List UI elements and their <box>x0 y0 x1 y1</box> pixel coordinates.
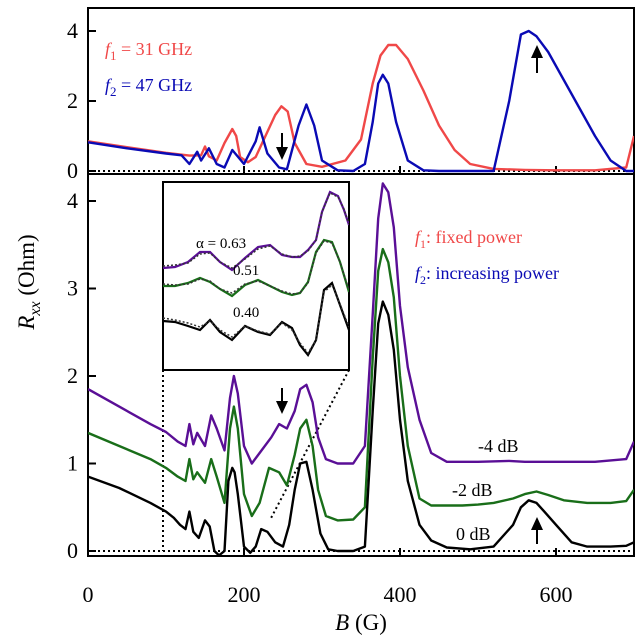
bottom-down-arrow <box>276 388 288 414</box>
top-legend-f1: f1 = 31 GHz <box>105 39 192 63</box>
bottom-xtick-label-600: 600 <box>540 582 573 607</box>
bottom-ytick-label-1: 1 <box>67 451 78 476</box>
inset-fit-alpha-051 <box>163 240 349 295</box>
curve-label-0db: 0 dB <box>456 524 491 544</box>
bottom-xtick-label-400: 400 <box>384 582 417 607</box>
x-axis-title: B (G) <box>335 610 387 635</box>
top-series-group <box>88 29 634 173</box>
inset-label-051: 0.51 <box>233 263 259 279</box>
bottom-panel: 0 1 2 3 4 0 200 400 600 f1: fixed power f2: inc… <box>67 173 635 607</box>
inset-curve-alpha-040 <box>163 281 349 357</box>
bottom-series-0 <box>88 182 634 465</box>
inset-label-040: 0.40 <box>233 305 259 321</box>
top-series-1 <box>88 29 634 173</box>
top-down-arrow <box>276 133 288 160</box>
bottom-up-arrow <box>531 517 543 544</box>
bottom-legend-f1: f1: fixed power <box>415 227 522 251</box>
top-legend-f2: f2 = 47 GHz <box>105 75 192 99</box>
bottom-legend-f2: f2: increasing power <box>415 263 559 287</box>
inset: α = 0.63 0.51 0.40 <box>162 181 350 371</box>
bottom-y-ticks: 0 1 2 3 4 <box>67 188 96 563</box>
top-y-ticks: 0 2 4 <box>67 18 557 183</box>
inset-fit-alpha-063 <box>163 191 349 269</box>
top-up-arrow <box>531 45 543 73</box>
top-ytick-label-4: 4 <box>67 18 78 43</box>
bottom-ytick-label-0: 0 <box>67 538 78 563</box>
inset-curve-alpha-051 <box>163 238 349 298</box>
curve-label-minus4db: -4 dB <box>478 436 519 456</box>
bottom-xtick-label-0: 0 <box>83 582 94 607</box>
inset-label-alpha-063: α = 0.63 <box>196 236 246 252</box>
bottom-x-ticks: 0 200 400 600 <box>83 548 573 607</box>
inset-fit-alpha-040 <box>163 283 349 355</box>
bottom-ytick-label-2: 2 <box>67 363 78 388</box>
top-ytick-label-2: 2 <box>67 88 78 113</box>
bottom-ytick-label-3: 3 <box>67 276 78 301</box>
top-panel: 0 2 4 f1 = 31 GHz f2 = 47 GHz <box>67 7 635 183</box>
bottom-series-2 <box>88 300 634 556</box>
bottom-xtick-label-200: 200 <box>228 582 261 607</box>
top-ytick-label-0: 0 <box>67 158 78 183</box>
bottom-ytick-label-4: 4 <box>67 188 78 213</box>
top-series-0 <box>88 43 634 172</box>
curve-label-minus2db: -2 dB <box>452 480 493 500</box>
inset-guide-diagonal <box>269 369 350 521</box>
y-axis-title: Rxx (Ohm) <box>14 234 44 330</box>
bottom-series-group <box>88 182 634 556</box>
bottom-series-1 <box>88 247 634 522</box>
inset-frame <box>162 181 350 371</box>
bottom-plot-frame <box>87 173 635 557</box>
